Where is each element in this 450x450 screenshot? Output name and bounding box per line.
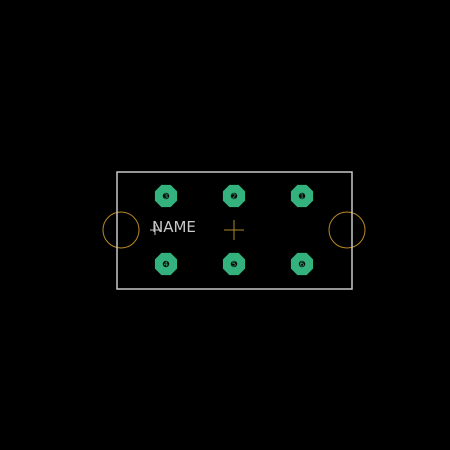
pad-drill-hole bbox=[162, 260, 170, 268]
pad-number-label: 6 bbox=[300, 261, 305, 269]
pad-6: 6 bbox=[290, 252, 314, 276]
pad-5: 5 bbox=[222, 252, 246, 276]
mount-hole-left-ring bbox=[102, 211, 140, 249]
pad-number-label: 5 bbox=[232, 261, 236, 269]
pad-number-label: 4 bbox=[164, 261, 169, 269]
pad-number-label: 3 bbox=[164, 193, 168, 201]
pad-drill-hole bbox=[162, 192, 170, 200]
origin-crosshair-icon bbox=[224, 220, 244, 240]
pad-drill-hole bbox=[298, 192, 306, 200]
pads-group: 3 2 1 4 5 6 bbox=[154, 184, 314, 276]
pad-2: 2 bbox=[222, 184, 246, 208]
pad-1: 1 bbox=[290, 184, 314, 208]
pad-drill-hole bbox=[230, 192, 238, 200]
pad-3: 3 bbox=[154, 184, 178, 208]
pad-drill-hole bbox=[230, 260, 238, 268]
body-outline bbox=[116, 171, 353, 290]
mount-hole-right-ring bbox=[328, 211, 366, 249]
reference-name-label: NAME bbox=[152, 218, 196, 236]
pad-number-label: 2 bbox=[232, 193, 236, 201]
pad-drill-hole bbox=[298, 260, 306, 268]
pad-number-label: 1 bbox=[300, 193, 304, 201]
pad-4: 4 bbox=[154, 252, 178, 276]
reference-cross-icon bbox=[150, 225, 160, 235]
